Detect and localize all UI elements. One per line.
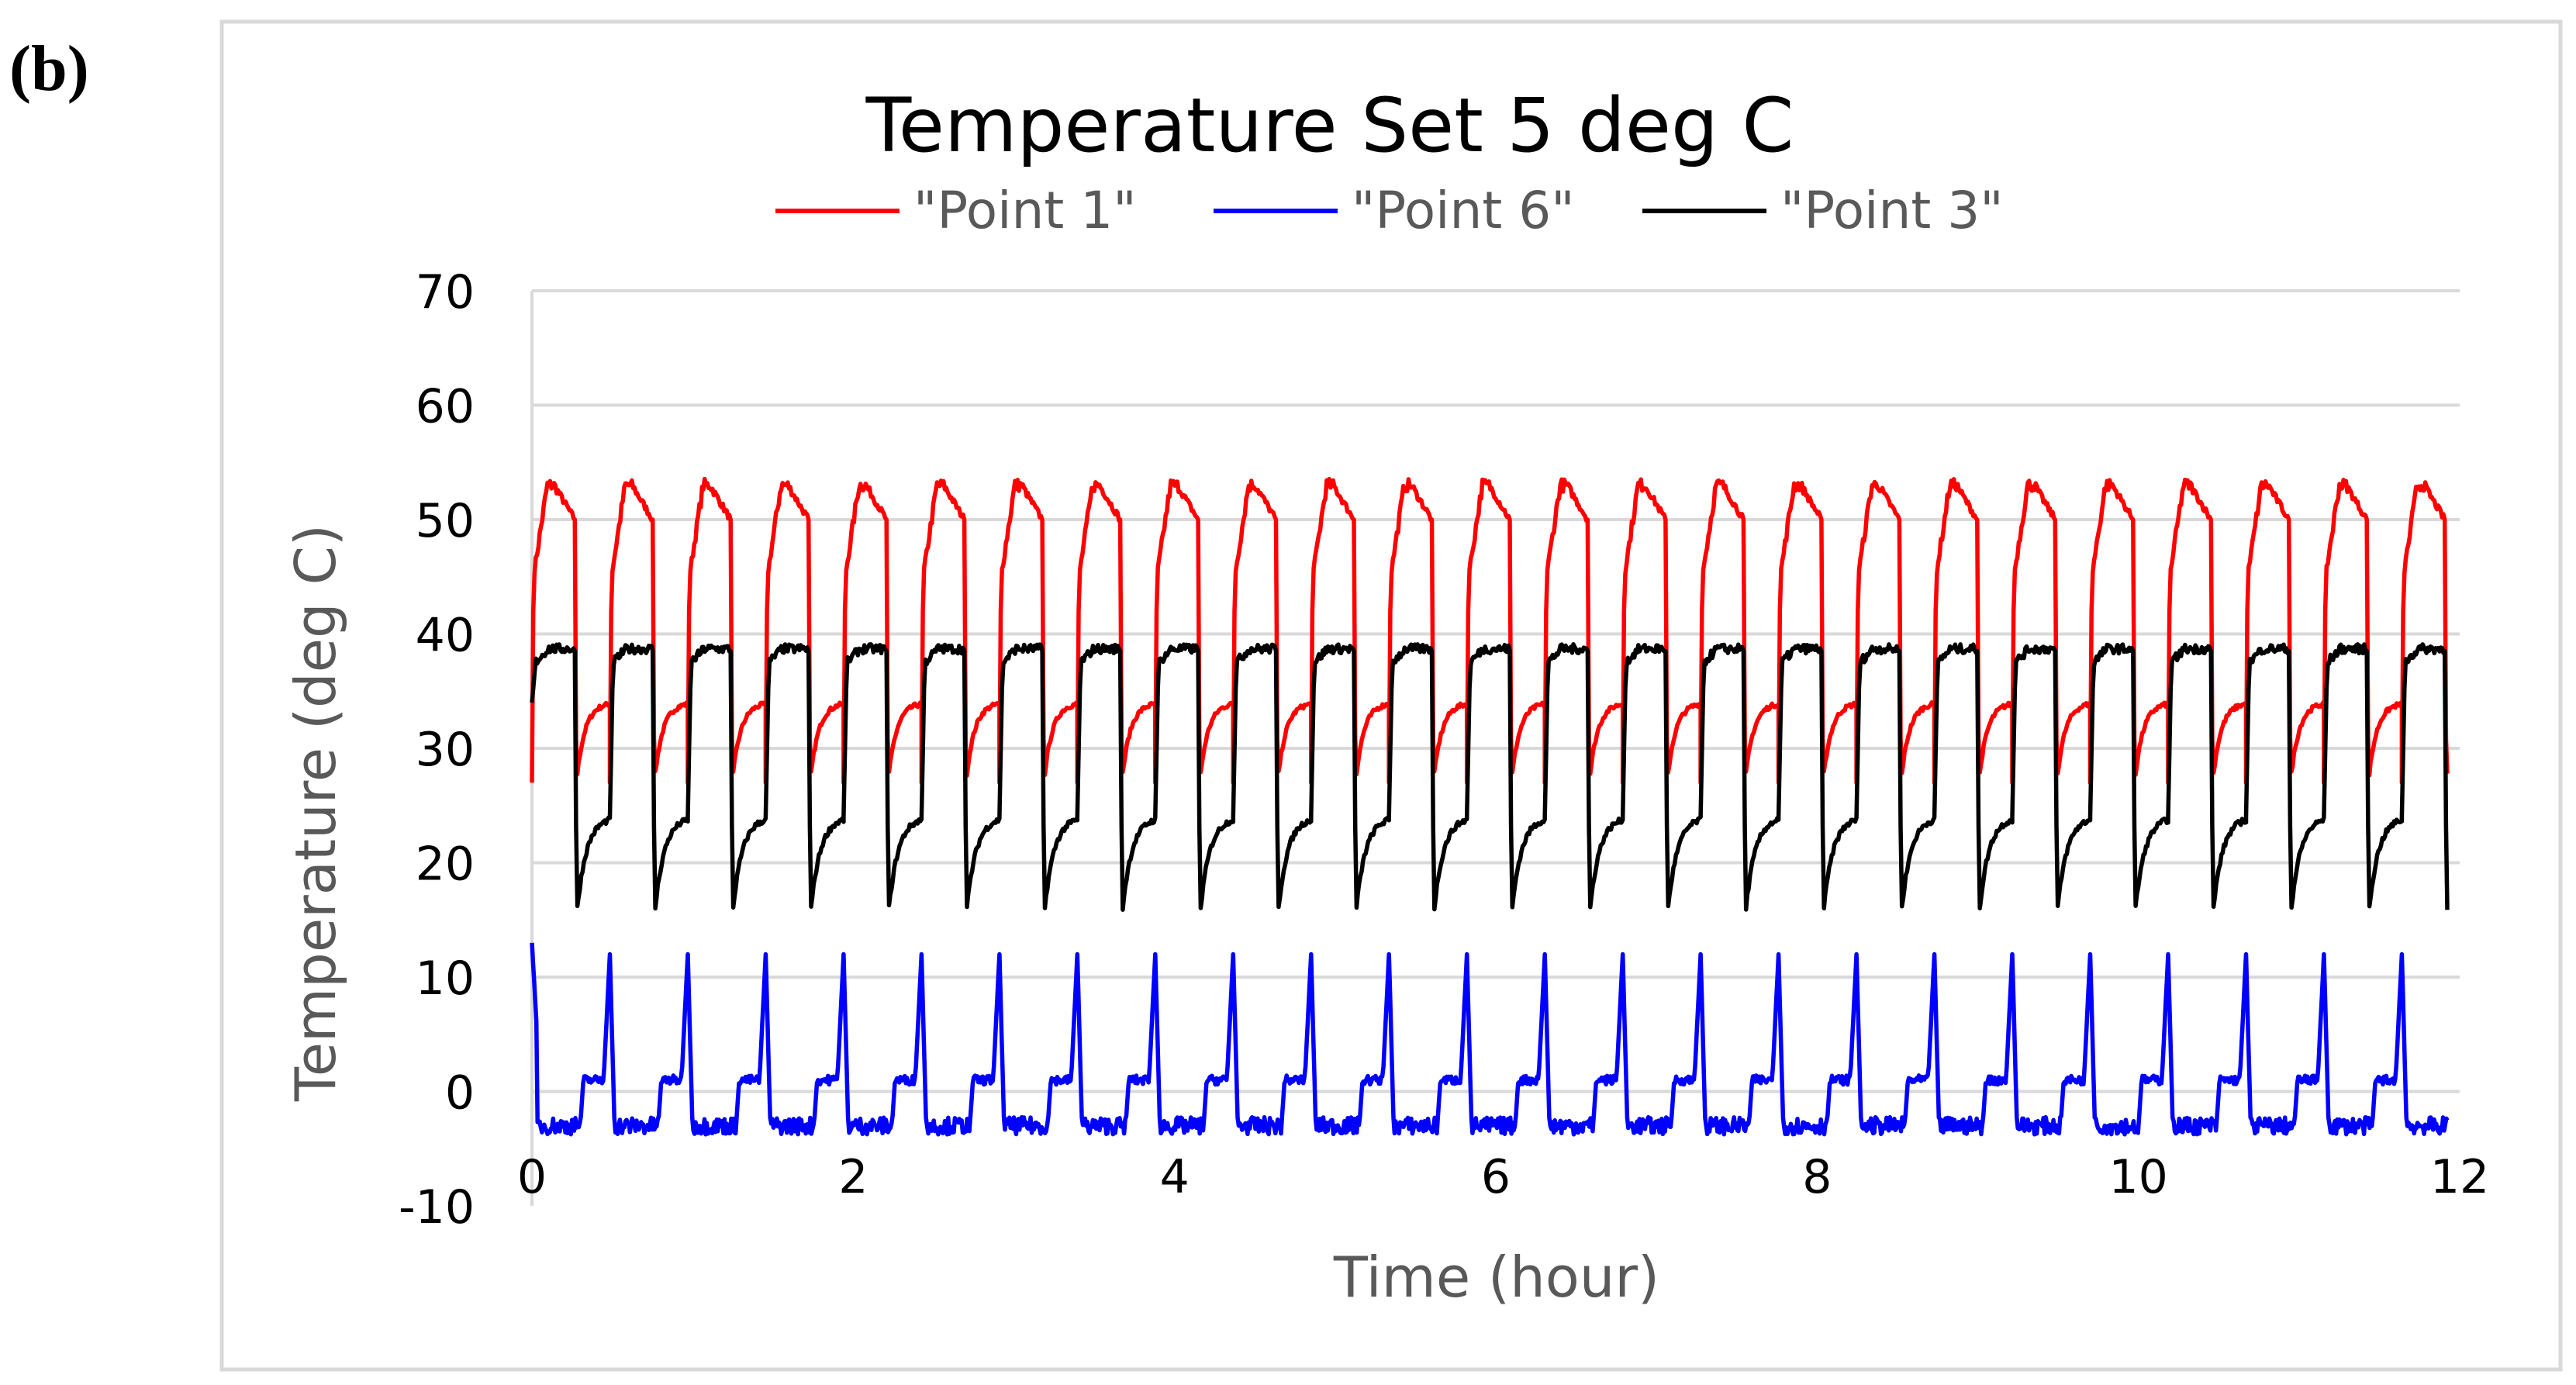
- x-axis-title: Time (hour): [1333, 1245, 1659, 1310]
- chart-title: Temperature Set 5 deg C: [865, 82, 1794, 169]
- y-tick-label: 10: [416, 952, 475, 1006]
- x-tick-label: 10: [2108, 1150, 2167, 1204]
- legend-entry: "Point 1": [775, 181, 1137, 240]
- y-tick-labels: -10 0 10 20 30 40 50 60 70: [399, 265, 475, 1235]
- x-tick-label: 8: [1802, 1150, 1832, 1204]
- series-line-3: [530, 642, 2450, 912]
- legend-entry: "Point 3": [1642, 181, 2004, 240]
- y-tick-label: 20: [416, 838, 475, 892]
- legend: "Point 1" "Point 6" "Point 3": [775, 181, 2004, 240]
- series-line-1: [530, 476, 2450, 786]
- x-tick-labels: 0 2 4 6 8 10 12: [517, 1150, 2489, 1204]
- legend-label: "Point 1": [913, 181, 1137, 240]
- y-tick-label: 60: [416, 380, 475, 434]
- y-tick-label: 30: [416, 723, 475, 777]
- x-tick-label: 4: [1160, 1150, 1190, 1204]
- y-tick-label: 40: [416, 609, 475, 663]
- x-tick-label: 12: [2430, 1150, 2489, 1204]
- legend-label: "Point 6": [1352, 181, 1575, 240]
- y-tick-label: -10: [399, 1180, 475, 1235]
- series-layer: [530, 476, 2450, 1137]
- panel-label: (b): [9, 33, 89, 105]
- series-line-2: [530, 942, 2450, 1137]
- x-tick-label: 0: [517, 1150, 547, 1204]
- y-tick-label: 70: [416, 265, 475, 319]
- x-tick-label: 6: [1481, 1150, 1511, 1204]
- y-tick-label: 0: [445, 1066, 475, 1121]
- x-tick-label: 2: [838, 1150, 868, 1204]
- y-tick-label: 50: [416, 494, 475, 548]
- legend-entry: "Point 6": [1214, 181, 1575, 240]
- chart-border: [219, 19, 2563, 1372]
- y-axis-title: Temperature (deg C): [283, 524, 348, 1102]
- legend-label: "Point 3": [1780, 181, 2004, 240]
